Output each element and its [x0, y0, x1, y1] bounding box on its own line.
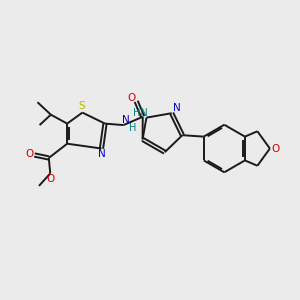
Text: S: S [78, 101, 85, 111]
Text: N: N [122, 115, 130, 125]
Text: N: N [173, 103, 181, 113]
Text: HN: HN [133, 108, 148, 118]
Text: O: O [25, 149, 34, 159]
Text: H: H [129, 123, 137, 133]
Text: O: O [272, 143, 280, 154]
Text: O: O [47, 174, 55, 184]
Text: O: O [127, 93, 135, 103]
Text: N: N [98, 149, 106, 160]
